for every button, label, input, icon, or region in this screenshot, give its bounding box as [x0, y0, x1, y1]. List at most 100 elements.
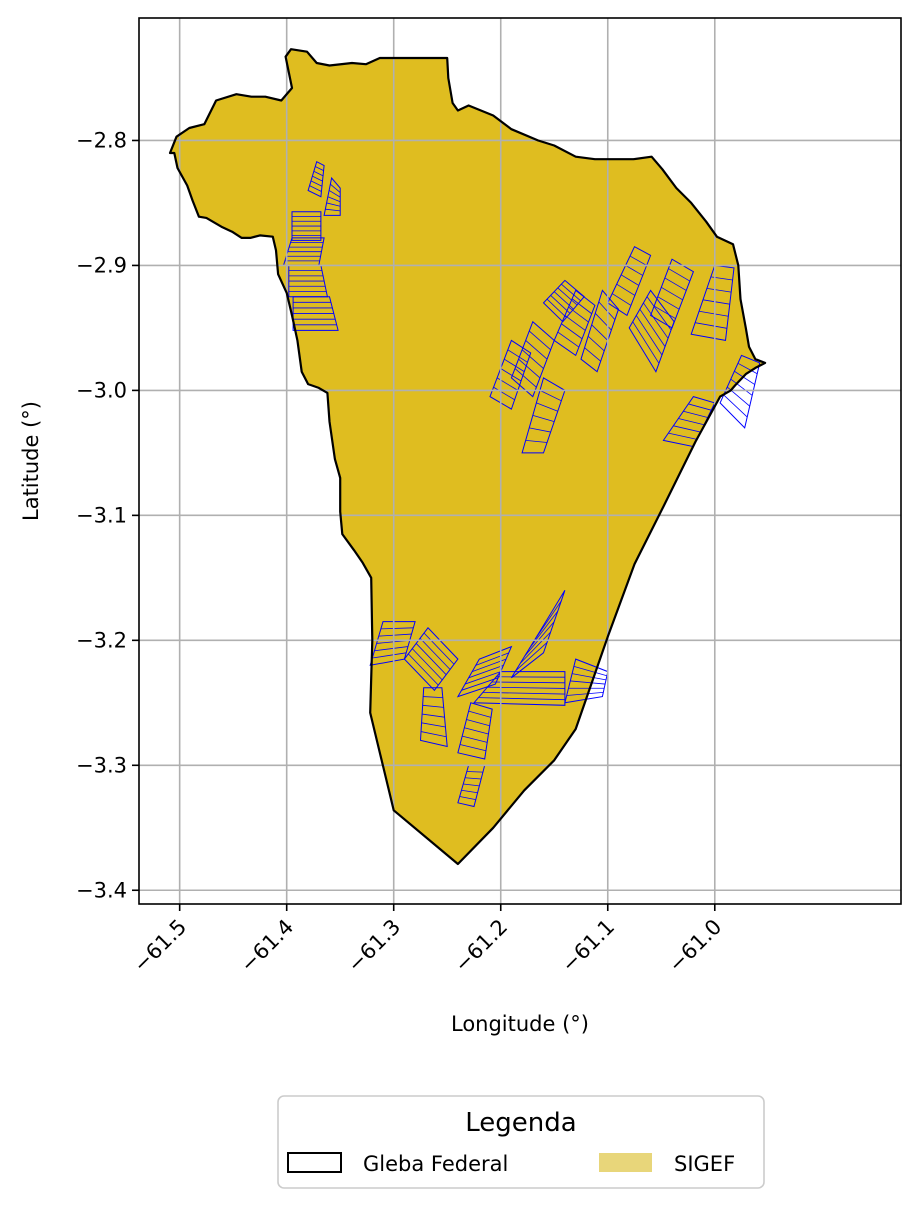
sigef-parcel — [472, 671, 566, 706]
grid-lines — [139, 18, 901, 904]
parcel-subdivision — [594, 313, 612, 331]
parcel-subdivision — [514, 368, 537, 388]
parcel-subdivision — [591, 324, 609, 341]
parcel-subdivision — [616, 283, 636, 296]
parcel-subdivision — [463, 783, 480, 787]
parcel-subdivision — [507, 349, 528, 363]
parcel-subdivision — [653, 305, 676, 319]
parcel-subdivision — [570, 680, 606, 685]
parcel-subdivision — [673, 425, 701, 433]
parcel-subdivision — [657, 296, 680, 310]
x-tick-label: −61.5 — [129, 915, 191, 977]
parcel-subdivision — [632, 321, 660, 364]
parcel-subdivision — [573, 665, 607, 677]
sigef-parcel — [292, 296, 339, 331]
parcel-subdivision — [646, 296, 672, 331]
parcel-subdivision — [635, 315, 663, 356]
y-tick-label: −3.1 — [76, 503, 127, 527]
parcel-subdivision — [557, 287, 578, 306]
legend-swatch-sigef — [599, 1153, 652, 1172]
gleba-federal-polygon — [170, 49, 766, 864]
parcel-subdivision — [730, 378, 753, 396]
sigef-parcel — [719, 354, 761, 429]
y-tick-label: −3.0 — [76, 378, 127, 402]
parcel-subdivision — [598, 301, 616, 320]
parcel-subdivision — [571, 298, 592, 315]
y-tick-label: −3.3 — [76, 753, 127, 777]
sigef-parcel — [542, 279, 585, 323]
legend-label-sigef: SIGEF — [674, 1152, 735, 1176]
parcel-subdivision — [411, 648, 443, 681]
sigef-parcel — [323, 176, 341, 216]
x-tick-label: −61.4 — [236, 915, 298, 977]
x-tick-label: −61.3 — [343, 915, 405, 977]
parcel-subdivision — [561, 323, 583, 340]
parcel-subdivision — [328, 190, 341, 198]
parcel-subdivision — [568, 306, 589, 323]
parcel-subdivision — [459, 744, 487, 752]
parcel-subdivision — [734, 370, 755, 385]
y-tick-label: −2.9 — [76, 253, 127, 277]
parcel-subdivision — [466, 719, 490, 727]
parcel-subdivision — [737, 362, 758, 375]
parcel-subdivision — [504, 358, 525, 372]
parcel-subdivision — [461, 789, 478, 794]
parcel-subdivision — [584, 347, 601, 362]
parcel-subdivision — [683, 410, 708, 418]
parcel-subdivision — [521, 349, 544, 369]
parcel-subdivision — [312, 175, 323, 182]
parcel-subdivision — [421, 722, 446, 728]
parcel-subdivision — [464, 727, 489, 735]
legend-label-gleba-federal: Gleba Federal — [363, 1152, 508, 1176]
x-tick-label: −61.1 — [557, 915, 619, 977]
x-axis-label: Longitude (°) — [451, 1012, 589, 1036]
y-axis-label: Latitude (°) — [19, 401, 43, 521]
gleba-federal-boundary — [168, 48, 767, 866]
parcel-subdivision — [620, 274, 640, 286]
parcel-subdivision — [587, 335, 605, 352]
parcel-subdivision — [533, 600, 562, 642]
parcel-subdivision — [422, 713, 445, 718]
parcel-subdivision — [668, 432, 698, 440]
axes-frame — [138, 17, 902, 905]
parcel-subdivision — [423, 696, 443, 698]
parcel-subdivision — [629, 255, 647, 266]
parcel-subdivision — [528, 610, 559, 649]
parcel-subdivision — [546, 298, 567, 318]
parcel-subdivision — [668, 268, 691, 282]
parcel-subdivision — [564, 315, 586, 331]
parcel-subdivision — [529, 330, 551, 351]
parcel-subdivision — [557, 331, 580, 348]
parcel-subdivision — [500, 368, 522, 382]
parcel-subdivision — [461, 677, 499, 691]
y-tick-label: −2.8 — [76, 128, 127, 152]
parcel-subdivision — [529, 427, 551, 433]
parcel-subdivision — [625, 265, 643, 276]
parcel-cluster-south-river — [369, 590, 609, 808]
sigef-parcel — [510, 590, 566, 679]
parcel-subdivision — [374, 646, 409, 652]
parcel-subdivision — [561, 283, 581, 302]
parcel-subdivision — [493, 386, 515, 401]
parcel-subdivision — [702, 299, 730, 305]
parcel-subdivision — [326, 202, 341, 207]
legend-swatch-gleba-federal — [287, 1152, 342, 1173]
parcel-subdivision — [378, 633, 412, 637]
parcel-subdivision — [478, 697, 565, 701]
parcel-subdivision — [678, 418, 705, 426]
sigef-parcel — [580, 289, 620, 373]
y-axis: −2.8 −2.9 −3.0 −3.1 −3.2 −3.3 −3.4 — [76, 128, 139, 902]
parcel-subdivision — [661, 286, 683, 301]
parcel-subdivision — [695, 322, 727, 329]
parcel-subdivision — [643, 302, 669, 339]
parcel-subdivision — [468, 710, 492, 718]
parcel-subdivision — [482, 691, 565, 695]
parcel-subdivision — [612, 293, 632, 306]
parcel-subdivision — [465, 777, 482, 780]
sigef-parcel — [489, 339, 532, 410]
parcel-subdivision — [664, 277, 687, 291]
parcel-subdivision — [372, 652, 407, 659]
parcel-subdivision — [572, 673, 607, 681]
parcel-subdivision — [422, 704, 444, 708]
